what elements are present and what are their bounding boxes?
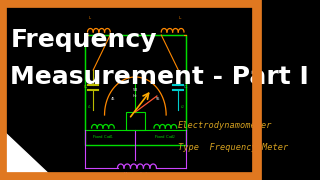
Text: Measurement - Part I: Measurement - Part I <box>10 65 309 89</box>
Text: L$_1$: L$_1$ <box>88 14 93 22</box>
Text: 55: 55 <box>155 97 160 101</box>
Text: i$_2$: i$_2$ <box>180 103 185 111</box>
Text: C$_2$: C$_2$ <box>183 84 189 91</box>
Text: Moving Coil: Moving Coil <box>124 172 147 176</box>
Text: Frequency: Frequency <box>10 28 157 52</box>
Bar <box>126 112 145 130</box>
Polygon shape <box>0 128 55 180</box>
Text: Fixed Coil$_2$: Fixed Coil$_2$ <box>154 133 177 141</box>
Text: L$_2$: L$_2$ <box>178 14 183 22</box>
Text: Hz: Hz <box>133 94 138 98</box>
Text: Type  Frequency Meter: Type Frequency Meter <box>178 143 288 152</box>
Text: 45: 45 <box>111 97 116 101</box>
Text: i$_1$: i$_1$ <box>87 103 91 111</box>
Text: C$_1$: C$_1$ <box>83 84 88 91</box>
Text: 50: 50 <box>133 88 138 92</box>
Text: Electrodynamometer: Electrodynamometer <box>178 122 272 130</box>
Bar <box>85 35 186 145</box>
Text: Fixed Coil$_1$: Fixed Coil$_1$ <box>92 133 114 141</box>
